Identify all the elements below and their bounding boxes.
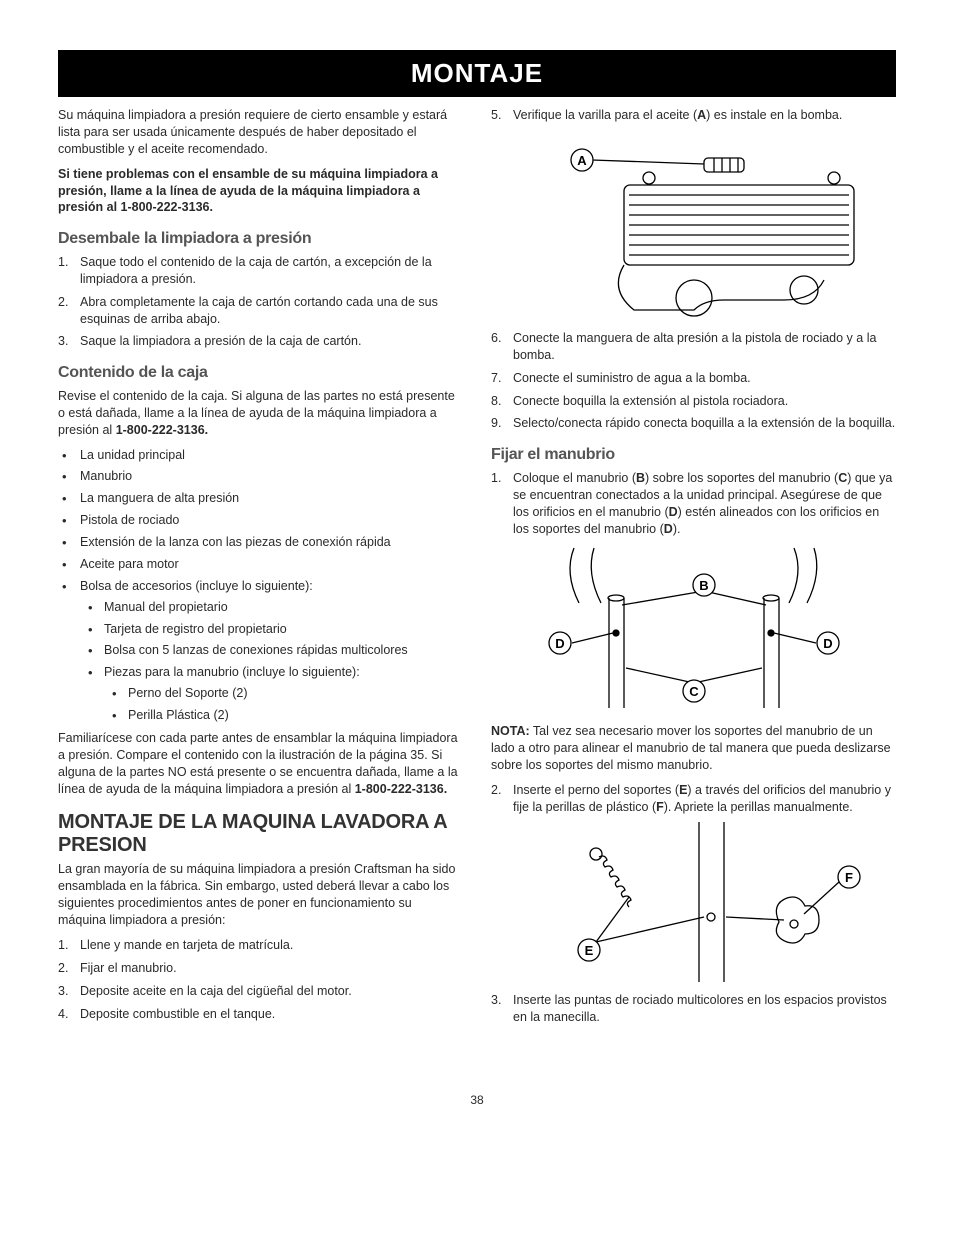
figure-handle-align: B D D C bbox=[504, 543, 884, 713]
list-item: Manubrio bbox=[58, 468, 463, 485]
figure-pump: A bbox=[504, 130, 884, 320]
right-column: 5.Verifique la varilla para el aceite (A… bbox=[491, 107, 896, 1031]
label-f: F bbox=[845, 870, 853, 885]
montaje-intro: La gran mayoría de su máquina limpiadora… bbox=[58, 861, 463, 929]
list-item: Aceite para motor bbox=[58, 556, 463, 573]
list-item: Conecte el suministro de agua a la bomba… bbox=[513, 370, 896, 387]
list-item: Extensión de la lanza con las piezas de … bbox=[58, 534, 463, 551]
label-a: A bbox=[577, 153, 587, 168]
heading-fijar: Fijar el manubrio bbox=[491, 444, 896, 466]
desembale-item: Abra completamente la caja de cartón cor… bbox=[80, 294, 463, 328]
desembale-item: Saque la limpiadora a presión de la caja… bbox=[80, 333, 463, 350]
list-item: Inserte las puntas de rociado multicolor… bbox=[513, 992, 896, 1026]
list-item: Conecte boquilla la extensión al pistola… bbox=[513, 393, 896, 410]
list-item: Tarjeta de registro del propietario bbox=[80, 621, 463, 638]
nota-paragraph: NOTA: Tal vez sea necesario mover los so… bbox=[491, 723, 896, 774]
montaje-steps: 1.Llene y mande en tarjeta de matrícula.… bbox=[58, 937, 463, 1023]
figure-bolt-knob: E F bbox=[504, 822, 884, 982]
familiar-paragraph: Familiarícese con cada parte antes de en… bbox=[58, 730, 463, 798]
label-e: E bbox=[584, 943, 593, 958]
list-item: Coloque el manubrio (B) sobre los soport… bbox=[513, 470, 896, 538]
steps-6-9: 6.Conecte la manguera de alta presión a … bbox=[491, 330, 896, 432]
list-item: Deposite combustible en el tanque. bbox=[80, 1006, 463, 1023]
list-item: Pistola de rociado bbox=[58, 512, 463, 529]
page-number: 38 bbox=[58, 1092, 896, 1108]
list-item: La manguera de alta presión bbox=[58, 490, 463, 507]
list-item: Fijar el manubrio. bbox=[80, 960, 463, 977]
intro-paragraph-2: Si tiene problemas con el ensamble de su… bbox=[58, 166, 463, 217]
list-item: Inserte el perno del soportes (E) a trav… bbox=[513, 782, 896, 816]
list-item: Conecte la manguera de alta presión a la… bbox=[513, 330, 896, 364]
list-item: Llene y mande en tarjeta de matrícula. bbox=[80, 937, 463, 954]
desembale-item: Saque todo el contenido de la caja de ca… bbox=[80, 254, 463, 288]
list-item: Selecto/conecta rápido conecta boquilla … bbox=[513, 415, 896, 432]
label-b: B bbox=[699, 578, 708, 593]
label-d-left: D bbox=[555, 636, 564, 651]
list-item: Bolsa con 5 lanzas de conexiones rápidas… bbox=[80, 642, 463, 659]
list-item: Deposite aceite en la caja del cigüeñal … bbox=[80, 983, 463, 1000]
heading-desembale: Desembale la limpiadora a presión bbox=[58, 228, 463, 250]
label-c: C bbox=[689, 684, 699, 699]
desembale-list: 1.Saque todo el contenido de la caja de … bbox=[58, 254, 463, 350]
list-item: La unidad principal bbox=[58, 447, 463, 464]
contenido-list: La unidad principal Manubrio La manguera… bbox=[58, 447, 463, 724]
list-item: Manual del propietario bbox=[80, 599, 463, 616]
list-item: Verifique la varilla para el aceite (A) … bbox=[513, 107, 896, 124]
fijar-step-3: 3.Inserte las puntas de rociado multicol… bbox=[491, 992, 896, 1026]
heading-montaje: MONTAJE DE LA MAQUINA LAVADORA A PRESION bbox=[58, 811, 463, 857]
intro-paragraph-1: Su máquina limpiadora a presión requiere… bbox=[58, 107, 463, 158]
list-item: Perilla Plástica (2) bbox=[104, 707, 463, 724]
fijar-step-1: 1.Coloque el manubrio (B) sobre los sopo… bbox=[491, 470, 896, 538]
step-5: 5.Verifique la varilla para el aceite (A… bbox=[491, 107, 896, 124]
contenido-intro: Revise el contenido de la caja. Si algun… bbox=[58, 388, 463, 439]
list-item: Piezas para la manubrio (incluye lo sigu… bbox=[80, 664, 463, 724]
heading-contenido: Contenido de la caja bbox=[58, 362, 463, 384]
list-item: Bolsa de accesorios (incluye lo siguient… bbox=[58, 578, 463, 724]
section-banner: MONTAJE bbox=[58, 50, 896, 97]
list-item: Perno del Soporte (2) bbox=[104, 685, 463, 702]
label-d-right: D bbox=[823, 636, 832, 651]
fijar-step-2: 2.Inserte el perno del soportes (E) a tr… bbox=[491, 782, 896, 816]
left-column: Su máquina limpiadora a presión requiere… bbox=[58, 107, 463, 1031]
